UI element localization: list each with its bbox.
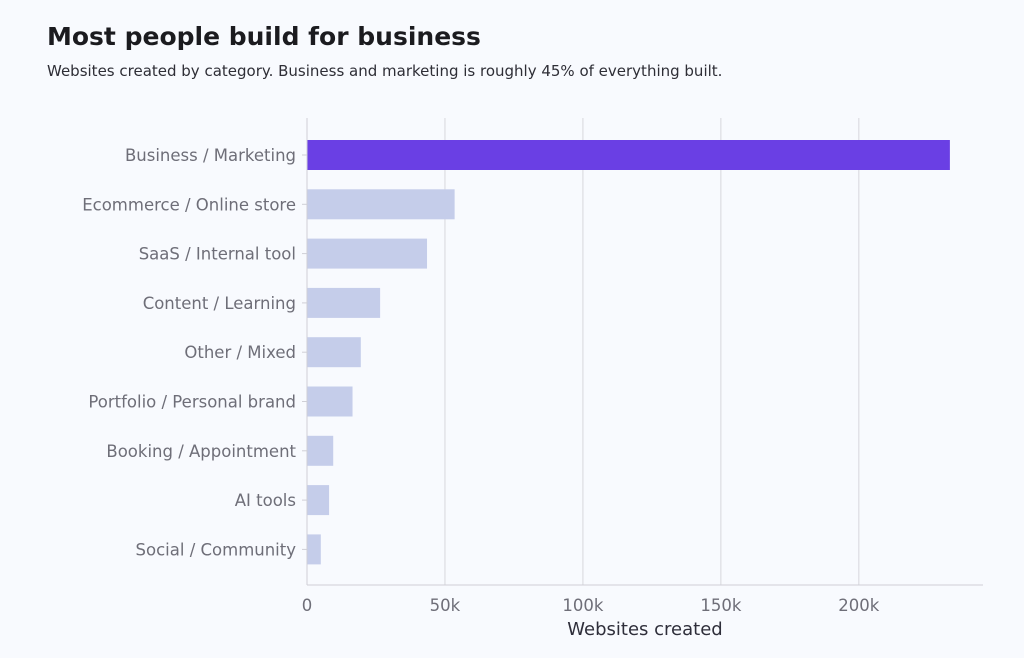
chart-subtitle: Websites created by category. Business a… (47, 62, 723, 80)
category-label: Content / Learning (143, 294, 296, 313)
bars (307, 140, 950, 565)
x-tick-label: 150k (700, 596, 741, 615)
category-label: SaaS / Internal tool (139, 245, 296, 264)
category-label: Other / Mixed (184, 343, 296, 362)
category-label: Portfolio / Personal brand (88, 393, 296, 412)
bar (307, 337, 361, 368)
x-tick-label: 100k (562, 596, 603, 615)
bar (307, 189, 455, 220)
bar (307, 287, 381, 318)
category-label: Ecommerce / Online store (82, 195, 296, 214)
bar (307, 386, 353, 417)
bar (307, 485, 330, 516)
bar (307, 435, 334, 466)
x-tick-label: 200k (838, 596, 879, 615)
bar (307, 238, 428, 269)
chart-title: Most people build for business (47, 22, 481, 51)
category-label: AI tools (235, 491, 296, 510)
bar (307, 534, 321, 565)
x-tick-label: 50k (430, 596, 461, 615)
x-tick-labels: 0 50k 100k 150k 200k (302, 596, 880, 615)
x-axis-title: Websites created (567, 619, 722, 640)
category-label: Booking / Appointment (106, 442, 296, 461)
category-label: Business / Marketing (125, 146, 296, 165)
category-label: Social / Community (136, 540, 297, 559)
x-tick-label: 0 (302, 596, 313, 615)
category-labels: Business / Marketing Ecommerce / Online s… (82, 146, 307, 559)
grid-lines (444, 118, 860, 585)
bar (307, 140, 950, 170)
